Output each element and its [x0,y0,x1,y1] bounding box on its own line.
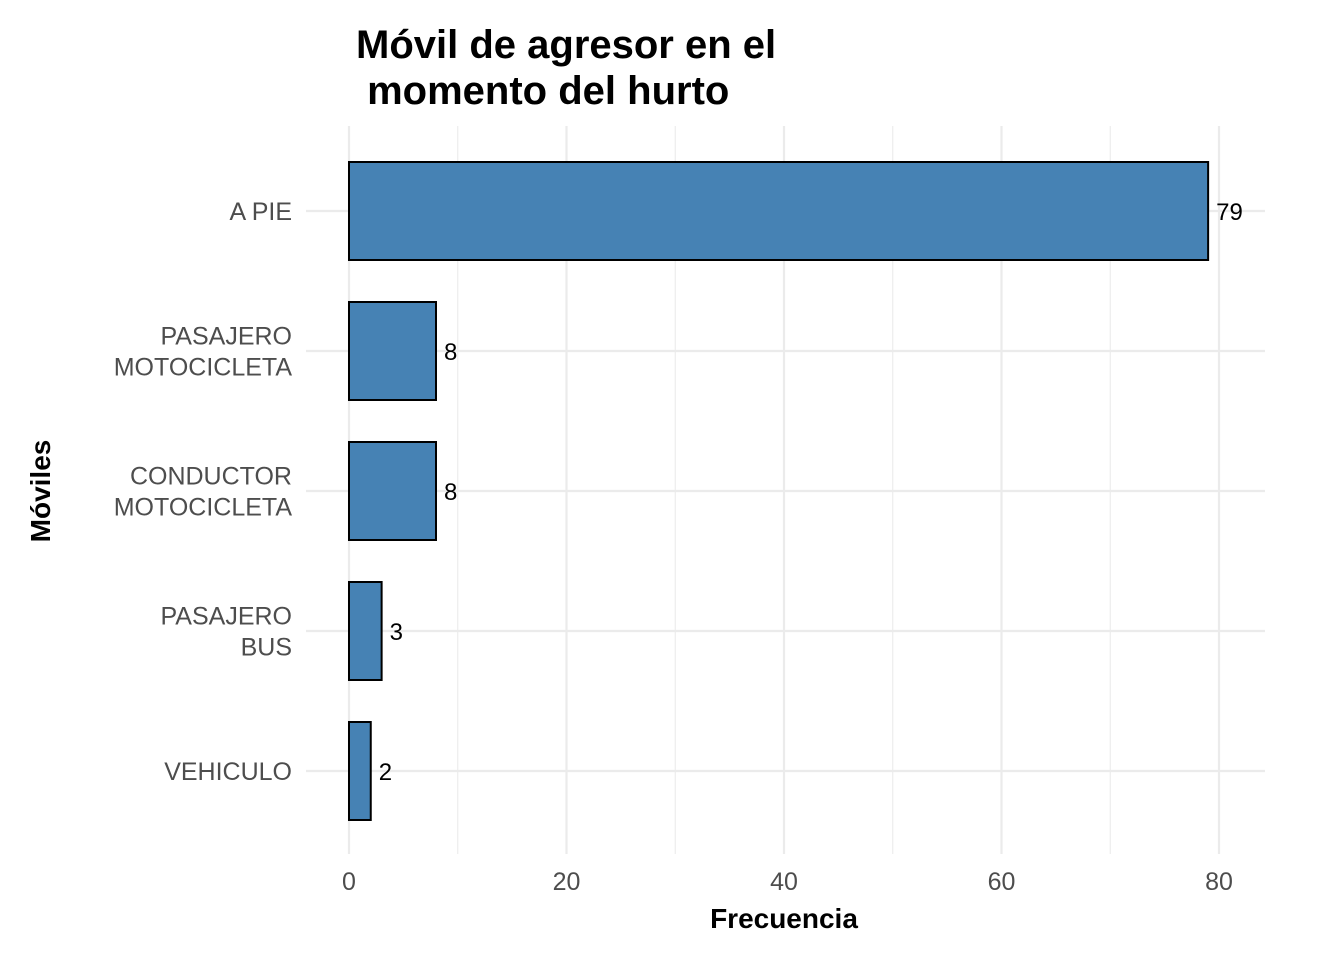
x-tick-label: 60 [988,868,1016,896]
x-axis-title: Frecuencia [710,903,858,934]
y-tick-label: PASAJERO MOTOCICLETA [114,323,293,382]
bar-value-label: 79 [1216,199,1243,226]
bar [348,721,372,821]
bar-value-label: 3 [390,619,403,646]
bar [348,441,437,541]
bar [348,301,437,401]
bar-value-label: 8 [444,339,457,366]
x-tick-labels: 0 20 40 60 80 [342,868,1233,896]
y-tick-label: A PIE [229,198,292,226]
y-axis-title: Móviles [25,440,56,543]
value-labels: 79 8 8 3 2 [379,199,1243,786]
y-tick-label: PASAJERO BUS [160,603,292,662]
chart-title-line-2: momento del hurto [356,69,729,113]
y-tick-label: VEHICULO [164,758,292,786]
bar-value-label: 2 [379,759,392,786]
chart-title-line-1: Móvil de agresor en el [356,23,776,67]
bars [348,161,1210,821]
bar [348,581,383,681]
bar-value-label: 8 [444,479,457,506]
x-tick-label: 40 [770,868,798,896]
x-tick-label: 20 [553,868,581,896]
y-tick-labels: A PIE PASAJERO MOTOCICLETA CONDUCTOR MOTOCIC… [114,198,293,786]
bar [348,161,1210,261]
x-tick-label: 80 [1205,868,1233,896]
y-tick-label: CONDUCTOR MOTOCICLETA [114,463,293,522]
x-tick-label: 0 [342,868,356,896]
